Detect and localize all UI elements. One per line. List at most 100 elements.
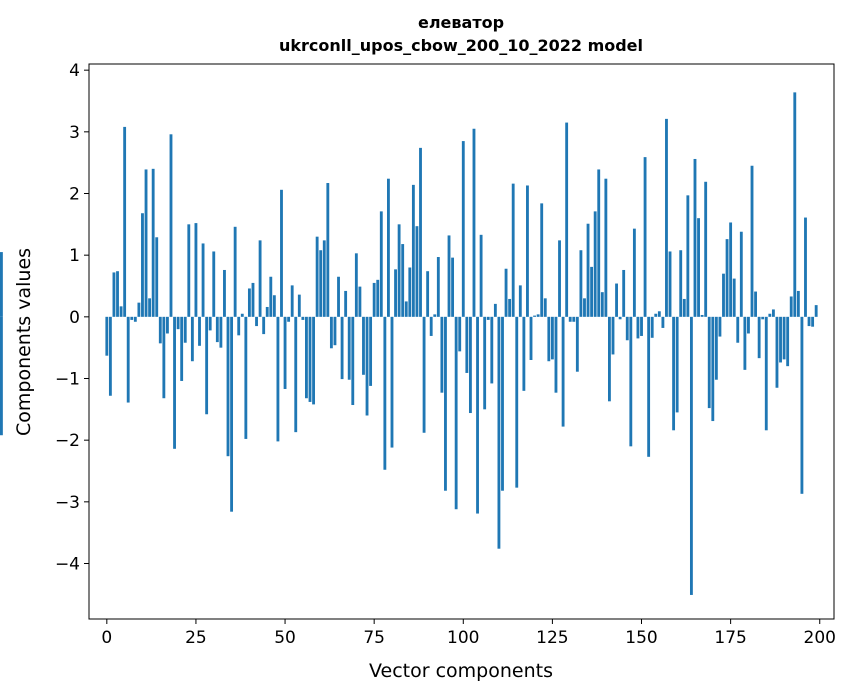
bar bbox=[408, 267, 412, 317]
bar bbox=[365, 316, 369, 416]
bar bbox=[358, 286, 362, 317]
bar bbox=[347, 316, 351, 380]
bar bbox=[597, 169, 601, 317]
bar bbox=[369, 316, 373, 386]
bar bbox=[657, 311, 661, 317]
bar bbox=[800, 316, 804, 494]
bar bbox=[329, 316, 333, 349]
bar bbox=[615, 283, 618, 317]
bar bbox=[504, 268, 508, 317]
bar bbox=[205, 316, 209, 415]
bar bbox=[326, 183, 330, 317]
bar bbox=[515, 316, 519, 488]
bar bbox=[116, 271, 119, 317]
bar bbox=[479, 234, 483, 317]
bar bbox=[782, 316, 786, 360]
bar bbox=[297, 294, 301, 317]
bar bbox=[269, 276, 273, 317]
bar bbox=[697, 218, 700, 317]
bar bbox=[632, 228, 636, 317]
bar bbox=[173, 316, 176, 449]
bar bbox=[301, 316, 305, 320]
bar bbox=[572, 316, 576, 322]
bar bbox=[707, 316, 711, 409]
x-tick-label: 75 bbox=[363, 628, 385, 648]
bar bbox=[387, 178, 390, 317]
bar bbox=[789, 296, 793, 317]
bar bbox=[465, 316, 469, 373]
bar bbox=[600, 292, 604, 317]
bar bbox=[255, 316, 258, 327]
bar bbox=[729, 222, 733, 317]
bar bbox=[732, 278, 736, 317]
bar bbox=[362, 316, 365, 375]
bar bbox=[344, 290, 348, 317]
bar bbox=[618, 316, 622, 320]
bar bbox=[814, 305, 818, 317]
x-tick-label: 125 bbox=[536, 628, 568, 648]
bar bbox=[725, 239, 729, 317]
bar bbox=[451, 257, 455, 317]
x-tick-label: 0 bbox=[101, 628, 112, 648]
bar bbox=[162, 316, 166, 399]
bar bbox=[112, 272, 116, 317]
bar bbox=[590, 266, 594, 317]
bar bbox=[123, 126, 127, 317]
bar bbox=[419, 147, 422, 317]
bar bbox=[151, 168, 155, 317]
bar bbox=[714, 316, 718, 380]
bar bbox=[593, 211, 597, 317]
bar bbox=[180, 316, 184, 381]
bar bbox=[682, 298, 686, 317]
bar bbox=[561, 316, 565, 427]
bar bbox=[144, 169, 148, 317]
bar bbox=[536, 314, 540, 317]
bar bbox=[183, 316, 187, 343]
bar bbox=[337, 276, 340, 317]
bar bbox=[629, 316, 633, 447]
bar bbox=[608, 316, 611, 402]
bar bbox=[240, 313, 244, 317]
bar bbox=[201, 243, 205, 317]
bar bbox=[383, 316, 387, 470]
x-tick-label: 200 bbox=[804, 628, 836, 648]
bar bbox=[379, 211, 383, 317]
bar bbox=[675, 316, 679, 413]
bar bbox=[747, 316, 750, 334]
bar bbox=[223, 269, 226, 317]
bar bbox=[650, 316, 654, 338]
bar bbox=[119, 306, 123, 317]
bar bbox=[422, 316, 426, 433]
bar bbox=[718, 316, 722, 337]
bar bbox=[700, 314, 704, 317]
bar bbox=[768, 313, 772, 317]
bar bbox=[176, 316, 180, 330]
bar bbox=[501, 316, 504, 491]
bar bbox=[148, 298, 152, 317]
bar bbox=[679, 250, 683, 317]
y-tick-label: 1 bbox=[69, 246, 80, 266]
bar bbox=[736, 316, 740, 343]
bar bbox=[397, 224, 401, 317]
bar bbox=[219, 316, 223, 348]
bar bbox=[333, 316, 337, 346]
bar bbox=[280, 189, 283, 317]
bar bbox=[643, 157, 647, 317]
x-tick-label: 150 bbox=[625, 628, 657, 648]
bar bbox=[775, 316, 779, 388]
bar bbox=[283, 316, 287, 389]
x-axis-label: Vector components bbox=[369, 660, 553, 682]
bar bbox=[454, 316, 458, 510]
bar bbox=[625, 316, 629, 341]
chart-subtitle: ukrconll_upos_cbow_200_10_2022 model bbox=[279, 36, 643, 55]
y-tick-label: −2 bbox=[55, 431, 80, 451]
bar bbox=[750, 165, 754, 317]
bar bbox=[433, 314, 437, 317]
bar bbox=[711, 316, 715, 422]
bar bbox=[522, 316, 526, 391]
bar bbox=[493, 303, 497, 317]
bar bbox=[276, 316, 280, 442]
bar bbox=[529, 316, 533, 360]
bar bbox=[654, 313, 658, 317]
